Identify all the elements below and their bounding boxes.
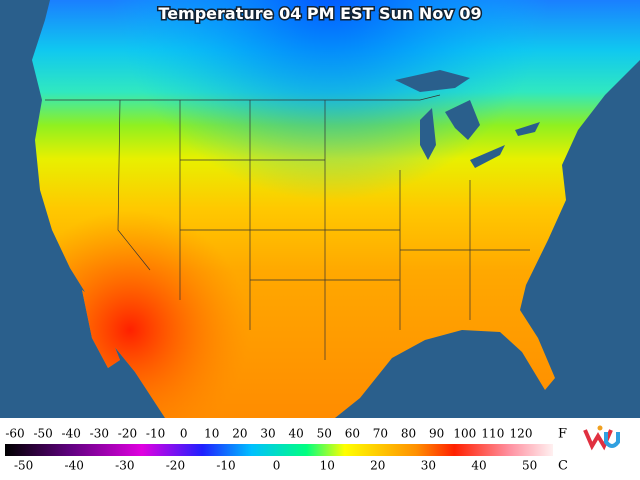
fahrenheit-tick-label: -20	[118, 427, 137, 441]
fahrenheit-tick-label: 60	[345, 427, 360, 441]
celsius-tick-label: -10	[216, 459, 235, 473]
fahrenheit-tick-label: 20	[232, 427, 247, 441]
fahrenheit-tick-label: 0	[180, 427, 188, 441]
map-title: Temperature 04 PM EST Sun Nov 09	[158, 4, 481, 23]
fahrenheit-tick-label: 40	[288, 427, 303, 441]
fahrenheit-tick-label: 90	[429, 427, 444, 441]
celsius-tick-label: 50	[522, 459, 537, 473]
celsius-tick-label: 10	[320, 459, 335, 473]
fahrenheit-tick-label: -30	[90, 427, 109, 441]
celsius-tick-label: 40	[471, 459, 486, 473]
fahrenheit-tick-label: 110	[481, 427, 504, 441]
fahrenheit-tick-label: 100	[453, 427, 476, 441]
wu-logo	[583, 425, 620, 451]
celsius-tick-label: -30	[115, 459, 134, 473]
fahrenheit-tick-label: 120	[510, 427, 533, 441]
great-lakes	[395, 70, 540, 168]
celsius-unit: C	[558, 459, 568, 474]
celsius-tick-label: -50	[14, 459, 33, 473]
celsius-tick-label: -20	[166, 459, 185, 473]
fahrenheit-tick-label: 10	[204, 427, 219, 441]
fahrenheit-tick-label: -50	[33, 427, 52, 441]
fahrenheit-tick-label: 70	[373, 427, 388, 441]
fahrenheit-tick-label: 30	[260, 427, 275, 441]
borders	[45, 94, 530, 360]
fahrenheit-tick-label: 80	[401, 427, 416, 441]
fahrenheit-tick-label: -10	[146, 427, 165, 441]
celsius-tick-label: 0	[273, 459, 281, 473]
fahrenheit-unit: F	[558, 427, 567, 442]
land	[32, 0, 640, 418]
celsius-tick-label: -40	[65, 459, 84, 473]
celsius-tick-label: 20	[370, 459, 385, 473]
color-scale-bar	[5, 444, 553, 456]
fahrenheit-tick-label: -60	[5, 427, 24, 441]
celsius-tick-label: 30	[421, 459, 436, 473]
fahrenheit-tick-label: 50	[317, 427, 332, 441]
fahrenheit-tick-label: -40	[62, 427, 81, 441]
